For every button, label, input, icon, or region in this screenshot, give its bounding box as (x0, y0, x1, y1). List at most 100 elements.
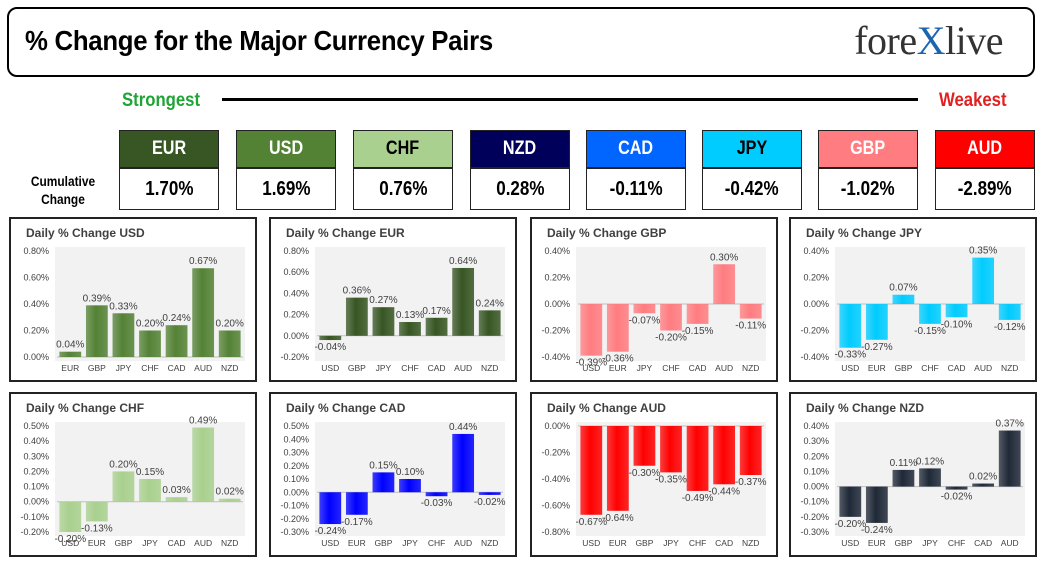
x-tick-label: USD (582, 363, 600, 373)
data-label: -0.04% (314, 342, 346, 353)
chart-svg: -0.20% -0.10% 0.00% 0.10% 0.20% 0.30% 0.40% 0.5… (20, 416, 245, 548)
y-tick-label: 0.40% (23, 299, 49, 309)
y-tick-label: 0.30% (23, 451, 49, 461)
bar-chf (686, 426, 709, 491)
data-label: -0.37% (735, 477, 767, 488)
data-label: 0.30% (710, 252, 738, 263)
chart-svg: 0.00% 0.20% 0.40% 0.60% 0.80% 0.04% EUR 0.39% GB… (23, 246, 245, 373)
bar-usd (319, 492, 342, 525)
x-tick-label: CAD (948, 363, 966, 373)
y-tick-label: -0.20% (800, 512, 829, 522)
bar-gbp (892, 469, 915, 487)
bar-cad (425, 317, 448, 336)
x-tick-label: NZD (221, 538, 238, 548)
chart-panel-cad: Daily % Change CAD -0.30% -0.20% -0.10% 0.00… (269, 392, 517, 557)
y-tick-label: 0.50% (283, 421, 309, 431)
bar-gbp (345, 297, 368, 336)
x-tick-label: GBP (635, 538, 653, 548)
x-tick-label: JPY (142, 538, 158, 548)
logo-x-icon: X (916, 18, 946, 63)
data-label: -0.67% (575, 517, 607, 528)
y-tick-label: 0.80% (283, 246, 309, 256)
y-tick-label: -0.10% (280, 501, 309, 511)
chart-svg: -0.80% -0.60% -0.40% -0.20% 0.00% -0.67% USD -0… (541, 421, 767, 548)
x-tick-label: USD (582, 538, 600, 548)
currency-code: EUR (151, 138, 187, 159)
cumulative-value: 1.70% (144, 177, 194, 200)
data-label: -0.35% (655, 474, 687, 485)
data-label: -0.24% (861, 525, 893, 536)
currency-cumulative-cad: -0.11% (586, 168, 686, 210)
x-tick-label: NZD (221, 363, 238, 373)
data-label: -0.33% (834, 350, 866, 361)
x-tick-label: NZD (742, 538, 759, 548)
cumulative-value: 1.69% (261, 177, 311, 200)
chart-panel-jpy: Daily % Change JPY -0.40% -0.20% 0.00% 0.20%… (789, 217, 1037, 382)
bar-aud (192, 427, 215, 502)
cumulative-label-line2: Change (41, 191, 85, 207)
chart-title: Daily % Change JPY (806, 226, 923, 240)
data-label: -0.39% (575, 358, 607, 369)
bar-aud (998, 430, 1021, 487)
currency-cumulative-chf: 0.76% (353, 168, 453, 210)
x-tick-label: NZD (1001, 363, 1018, 373)
chart-panel-chf: Daily % Change CHF -0.20% -0.10% 0.00% 0.10%… (9, 392, 257, 557)
y-tick-label: -0.40% (800, 352, 829, 362)
data-label: 0.37% (996, 419, 1024, 430)
data-label: -0.02% (474, 497, 506, 508)
data-label: 0.27% (369, 295, 397, 306)
chart-title: Daily % Change NZD (806, 401, 925, 415)
bar-usd (580, 426, 603, 515)
page-title: % Change for the Major Currency Pairs (25, 25, 493, 56)
x-tick-label: CHF (921, 363, 938, 373)
y-tick-label: -0.20% (280, 514, 309, 524)
forexlive-logo: foreXlive (854, 17, 1003, 64)
data-label: 0.24% (476, 298, 504, 309)
cumulative-value: -2.89% (958, 177, 1012, 200)
x-tick-label: JPY (922, 538, 938, 548)
y-tick-label: -0.20% (541, 326, 570, 336)
y-tick-label: 0.10% (23, 482, 49, 492)
y-tick-label: 0.30% (803, 436, 829, 446)
data-label: -0.07% (629, 315, 661, 326)
strength-scale-line (222, 98, 918, 101)
bar-cad (165, 497, 188, 502)
data-label: 0.10% (396, 467, 424, 478)
weakest-label: Weakest (939, 90, 1007, 111)
chart-title: Daily % Change EUR (286, 226, 405, 240)
logo-text-pre: fore (854, 18, 917, 63)
x-tick-label: GBP (348, 363, 366, 373)
bar-cad (165, 325, 188, 357)
data-label: -0.13% (81, 523, 113, 534)
bar-chf (399, 322, 421, 336)
bar-nzd (478, 310, 501, 336)
data-label: -0.11% (735, 321, 766, 332)
currency-code: JPY (736, 138, 768, 159)
x-tick-label: CHF (401, 363, 418, 373)
data-label: 0.49% (189, 416, 217, 427)
y-tick-label: 0.00% (283, 487, 309, 497)
bar-aud (452, 433, 475, 493)
bar-gbp (112, 471, 135, 502)
currency-code: CAD (618, 138, 654, 159)
bar-jpy (399, 479, 421, 493)
x-tick-label: CAD (428, 363, 446, 373)
chart-svg: -0.20% 0.00% 0.20% 0.40% 0.60% 0.80% -0.04% USD… (280, 246, 505, 373)
y-tick-label: -0.20% (20, 527, 49, 537)
chart-title: Daily % Change CHF (26, 401, 145, 415)
data-label: 0.35% (969, 246, 997, 257)
bar-chf (945, 486, 968, 490)
currency-header-aud: AUD (935, 130, 1035, 168)
y-tick-label: -0.40% (541, 474, 570, 484)
y-tick-label: 0.20% (23, 326, 49, 336)
bar-cad (945, 304, 968, 318)
data-label: -0.03% (421, 498, 453, 509)
y-tick-label: -0.20% (541, 448, 570, 458)
x-tick-label: USD (321, 363, 339, 373)
y-tick-label: 0.60% (283, 267, 309, 277)
data-label: 0.36% (343, 286, 371, 297)
x-tick-label: GBP (894, 363, 912, 373)
cumulative-change-label: Cumulative Change (26, 172, 99, 208)
data-label: -0.12% (994, 322, 1026, 333)
x-tick-label: EUR (868, 538, 886, 548)
